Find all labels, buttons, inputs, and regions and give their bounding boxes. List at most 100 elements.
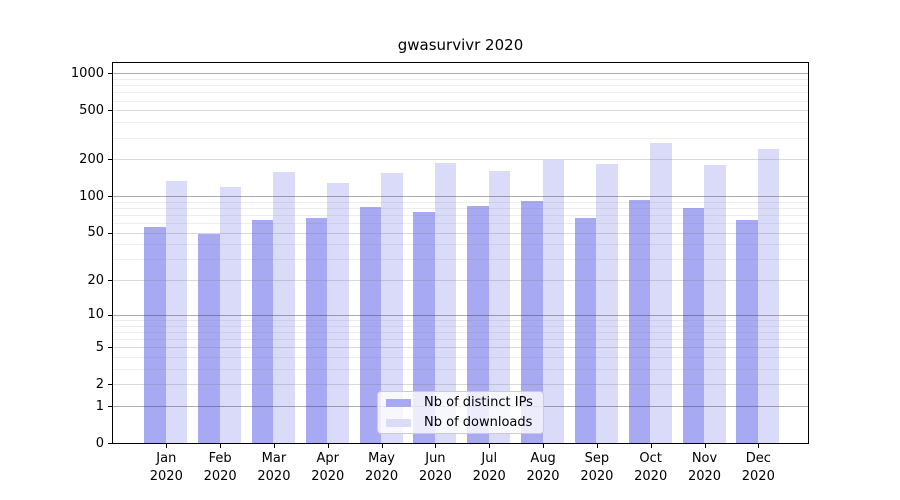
x-tick-month-text: Nov [691, 451, 718, 466]
x-tick-mark-sep [596, 444, 598, 448]
gridline-minor-6 [113, 338, 808, 340]
x-tick-mark-jun [435, 444, 437, 448]
x-tick-year-text: 2020 [418, 469, 452, 484]
x-tick-mark-feb [220, 444, 222, 448]
y-tick-mark-10 [108, 314, 112, 316]
x-tick-mark-jul [489, 444, 491, 448]
x-tick-month-text: Apr [316, 451, 340, 466]
y-tick-mark-1000 [108, 73, 112, 75]
bar-distinct-ips-mar [251, 220, 274, 443]
bar-distinct-ips-nov [682, 207, 704, 443]
x-tick-year-text: 2020 [580, 469, 614, 484]
gridline-minor-3 [113, 368, 808, 370]
x-tick-month-text: Dec [745, 451, 771, 466]
x-tick-mark-aug [543, 444, 545, 448]
y-tick-label-500: 500 [79, 102, 104, 118]
bar-distinct-ips-jul [467, 205, 489, 443]
legend-label-distinct-ips: Nb of distinct IPs [424, 395, 533, 410]
gridline-minor-900 [113, 78, 808, 80]
gridline-minor-400 [113, 122, 808, 124]
gridline-1000 [113, 73, 808, 75]
y-tick-mark-50 [108, 232, 112, 234]
x-tick-label-oct: Oct 2020 [621, 450, 681, 486]
bar-downloads-may [381, 172, 403, 443]
x-tick-year-text: 2020 [687, 469, 722, 484]
x-tick-month-text: May [368, 451, 396, 466]
x-tick-year-text: 2020 [526, 469, 560, 484]
y-tick-mark-5 [108, 347, 112, 349]
gridline-minor-4 [113, 357, 808, 359]
gridline-minor-80 [113, 207, 808, 209]
y-tick-mark-0 [108, 443, 112, 445]
x-tick-year-text: 2020 [741, 469, 775, 484]
x-tick-year-text: 2020 [365, 469, 399, 484]
x-tick-mark-oct [650, 444, 652, 448]
legend-box: Nb of distinct IPs Nb of downloads [377, 391, 544, 434]
gridline-500 [113, 110, 808, 112]
x-tick-label-may: May 2020 [352, 450, 412, 486]
plot-spine-left [112, 62, 113, 444]
gridline-minor-60 [113, 223, 808, 225]
x-tick-label-jun: Jun 2020 [405, 450, 465, 486]
bar-downloads-apr [327, 182, 349, 443]
y-tick-mark-100 [108, 196, 112, 198]
gridline-minor-40 [113, 244, 808, 246]
bar-distinct-ips-dec [736, 220, 758, 443]
bar-distinct-ips-apr [305, 217, 328, 443]
x-tick-label-jan: Jan 2020 [136, 450, 196, 486]
bar-downloads-oct [650, 142, 672, 443]
y-tick-label-100: 100 [79, 188, 104, 204]
x-tick-label-dec: Dec 2020 [728, 450, 788, 486]
gridline-50 [113, 232, 808, 234]
bar-distinct-ips-may [359, 207, 382, 443]
plot-spine-top [112, 62, 809, 63]
gridline-100 [113, 196, 808, 198]
y-tick-label-50: 50 [87, 225, 104, 241]
x-tick-month-text: Oct [639, 451, 662, 466]
plot-spine-bottom [112, 443, 809, 444]
y-tick-label-5: 5 [95, 339, 104, 355]
gridline-minor-9 [113, 319, 808, 321]
bar-downloads-jan [165, 180, 188, 443]
legend-row-distinct-ips: Nb of distinct IPs [378, 393, 543, 413]
x-tick-year-text: 2020 [311, 469, 345, 484]
x-tick-label-aug: Aug 2020 [513, 450, 573, 486]
bar-distinct-ips-feb [198, 234, 220, 443]
y-tick-mark-500 [108, 110, 112, 112]
x-tick-year-text: 2020 [203, 469, 237, 484]
y-tick-label-20: 20 [87, 272, 104, 288]
x-tick-year-text: 2020 [634, 469, 668, 484]
x-tick-month-text: Feb [208, 451, 232, 466]
plot-spine-right [808, 62, 809, 444]
x-tick-month-text: Mar [261, 451, 287, 466]
x-tick-mark-nov [704, 444, 706, 448]
gridline-10 [113, 314, 808, 316]
bar-distinct-ips-sep [574, 217, 597, 443]
x-tick-month-text: Jun [425, 451, 446, 466]
gridline-minor-90 [113, 201, 808, 203]
gridline-minor-30 [113, 259, 808, 261]
x-tick-label-feb: Feb 2020 [190, 450, 250, 486]
bar-distinct-ips-aug [521, 200, 543, 443]
bar-downloads-dec [757, 149, 780, 443]
gridline-minor-800 [113, 85, 808, 87]
bar-downloads-jul [488, 170, 511, 443]
legend-row-downloads: Nb of downloads [378, 413, 543, 433]
y-tick-mark-2 [108, 384, 112, 386]
y-tick-label-10: 10 [87, 307, 104, 323]
x-tick-month-text: Aug [530, 451, 556, 466]
x-tick-year-text: 2020 [257, 469, 291, 484]
bar-distinct-ips-oct [628, 199, 651, 443]
gridline-minor-300 [113, 137, 808, 139]
x-tick-label-jul: Jul 2020 [459, 450, 519, 486]
bar-downloads-nov [704, 165, 726, 443]
bar-downloads-jun [434, 162, 457, 443]
bar-downloads-aug [542, 159, 565, 443]
x-tick-month-text: Jan [156, 451, 177, 466]
legend-swatch-downloads-icon [386, 418, 411, 427]
legend-label-downloads: Nb of downloads [424, 415, 533, 430]
gridline-20 [113, 280, 808, 282]
y-tick-label-1: 1 [95, 398, 104, 414]
x-tick-label-nov: Nov 2020 [675, 450, 735, 486]
